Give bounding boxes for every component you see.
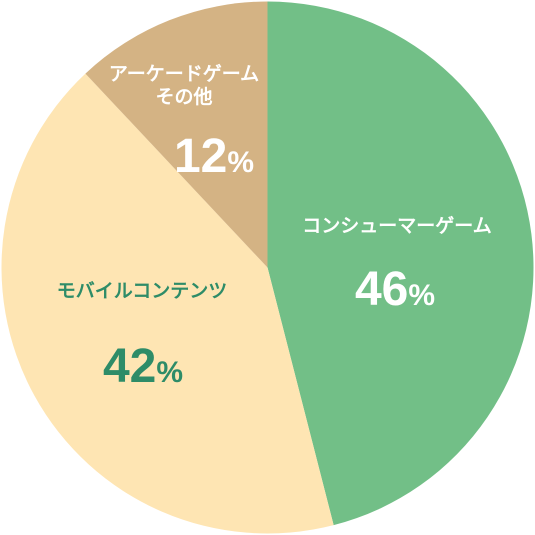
slice-unit-1: %: [156, 356, 183, 389]
pie-slice-1: [1, 73, 334, 534]
slice-label-2-line-1: その他: [155, 85, 212, 108]
slice-label-2-line-0: アーケードゲーム: [109, 63, 259, 85]
slice-label-0: コンシューマーゲーム: [302, 215, 491, 237]
slice-unit-2: %: [227, 146, 254, 179]
pie-slice-2: [85, 1, 268, 268]
slice-value-1: 42%: [103, 340, 183, 393]
slice-value-0: 46%: [355, 263, 435, 316]
slice-unit-0: %: [408, 279, 435, 312]
pie-slice-0: [267, 1, 534, 526]
slice-value-2: 12%: [174, 130, 254, 183]
slice-label-1: モバイルコンテンツ: [57, 280, 228, 302]
